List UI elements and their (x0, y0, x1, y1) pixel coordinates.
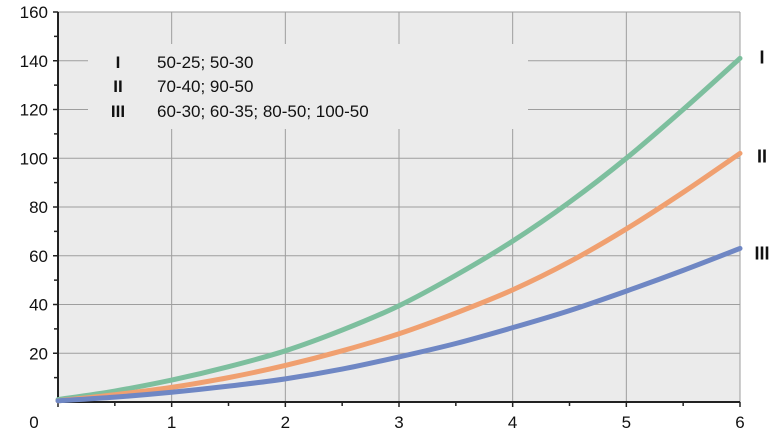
x-tick-label: 3 (394, 413, 403, 432)
legend-key-ii: II (113, 77, 122, 96)
x-tick-label: 2 (281, 413, 290, 432)
series-line-iii (55, 245, 743, 404)
series-lines (55, 55, 743, 404)
legend-text-i: 50-25; 50-30 (157, 53, 253, 72)
y-tick-label: 80 (29, 198, 48, 217)
legend-box (88, 44, 528, 129)
series-end-label-iii: III (754, 243, 769, 263)
series-end-label-i: I (759, 47, 764, 67)
series-end-label-ii: II (757, 146, 767, 166)
series-line-i (55, 55, 743, 403)
x-tick-label: 4 (508, 413, 517, 432)
y-tick-label: 40 (29, 296, 48, 315)
x-tick-label: 6 (735, 413, 744, 432)
x-tick-label: 0 (29, 413, 38, 432)
legend-text-ii: 70-40; 90-50 (157, 77, 253, 96)
y-tick-label: 160 (20, 3, 48, 22)
legend-text-iii: 60-30; 60-35; 80-50; 100-50 (157, 102, 369, 121)
x-tick-label: 5 (622, 413, 631, 432)
axis-ticks: 0 1 2 3 4 5 6 20 40 60 80 100 120 140 160 (20, 3, 745, 432)
x-tick-label: 1 (167, 413, 176, 432)
y-tick-label: 140 (20, 52, 48, 71)
legend-key-iii: III (111, 102, 125, 121)
y-tick-label: 120 (20, 101, 48, 120)
series-line-ii (55, 150, 743, 404)
y-tick-label: 20 (29, 344, 48, 363)
y-tick-label: 60 (29, 247, 48, 266)
legend: I 50-25; 50-30 II 70-40; 90-50 III 60-30… (88, 44, 528, 129)
legend-key-i: I (116, 53, 121, 72)
y-tick-label: 100 (20, 149, 48, 168)
